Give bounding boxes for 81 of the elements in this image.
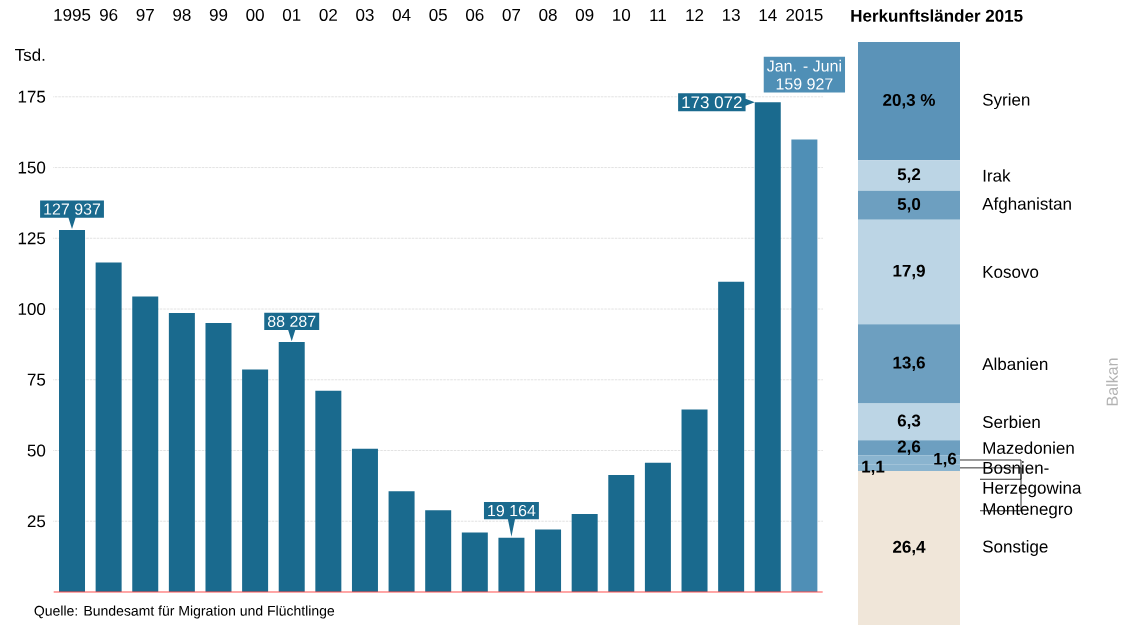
series-label: Afghanistan bbox=[982, 197, 1071, 214]
x-tick-label: 08 bbox=[539, 8, 557, 21]
series-label: Kosovo bbox=[983, 266, 1039, 278]
bar bbox=[644, 462, 671, 592]
series-label: Mazedonien bbox=[983, 441, 1074, 454]
data-label: 2,6 bbox=[897, 440, 921, 456]
bar bbox=[791, 139, 818, 592]
annotation: 88 287 bbox=[267, 315, 316, 327]
annotation: 19 164 bbox=[488, 504, 536, 517]
bar bbox=[535, 529, 562, 592]
bar bbox=[132, 296, 159, 592]
data-label: 13,6 bbox=[893, 356, 925, 372]
x-tick-label: 12 bbox=[686, 9, 704, 21]
x-tick-label: 09 bbox=[575, 8, 594, 21]
y-tick-label: 25 bbox=[27, 515, 46, 528]
bar bbox=[425, 510, 452, 592]
text: Jan. - Juni bbox=[766, 59, 841, 72]
bar bbox=[571, 513, 598, 592]
text: Montenegro bbox=[983, 503, 1073, 519]
x-tick-label: 00 bbox=[246, 8, 264, 21]
y-tick-label: 150 bbox=[18, 161, 46, 174]
x-tick-label: 11 bbox=[650, 9, 666, 21]
x-tick-label: 04 bbox=[392, 8, 411, 21]
chart-title: Herkunftsländer 2015 bbox=[851, 9, 1023, 22]
data-label: 5,0 bbox=[897, 197, 921, 213]
source-note: Quelle: Bundesamt für Migration und Flüchtlinge bbox=[34, 605, 335, 619]
x-tick-label: 96 bbox=[99, 8, 118, 21]
bar bbox=[858, 219, 960, 325]
x-tick-label: 06 bbox=[466, 8, 484, 21]
bar bbox=[718, 281, 745, 592]
y-tick-label: 75 bbox=[27, 373, 46, 386]
x-tick-label: 99 bbox=[209, 8, 228, 21]
bar bbox=[315, 390, 342, 592]
bar bbox=[95, 262, 122, 592]
y-tick-label: 175 bbox=[18, 90, 46, 103]
x-tick-label: 02 bbox=[319, 8, 337, 21]
y-tick-label: 125 bbox=[18, 232, 46, 245]
annotation: 173 072 bbox=[682, 96, 742, 109]
bar bbox=[242, 369, 269, 592]
data-label: 1,1 bbox=[862, 460, 885, 476]
y-tick-label: 100 bbox=[18, 303, 46, 316]
x-tick-label: 10 bbox=[613, 8, 631, 21]
bar bbox=[858, 403, 960, 441]
data-label: 26,4 bbox=[893, 540, 926, 556]
x-tick-label: 98 bbox=[173, 8, 191, 21]
bar bbox=[168, 312, 195, 592]
x-tick-label: 97 bbox=[136, 8, 154, 21]
text: Balkan bbox=[1106, 358, 1118, 406]
series-label: Bosnien-Herzegowina bbox=[983, 461, 1082, 498]
bar bbox=[205, 322, 232, 592]
y-tick-label: 50 bbox=[27, 444, 46, 457]
bar bbox=[858, 324, 960, 404]
series-label: Serbien bbox=[982, 415, 1040, 429]
x-tick-label: 2015 bbox=[786, 8, 823, 21]
bar bbox=[858, 160, 960, 191]
x-tick-label: 13 bbox=[722, 8, 740, 21]
x-tick-label: 01 bbox=[282, 8, 301, 21]
data-label: 20,3 % bbox=[883, 93, 935, 109]
bar bbox=[351, 448, 378, 592]
series-label: Syrien bbox=[982, 93, 1030, 110]
annotation: 127 937 bbox=[44, 203, 101, 215]
data-label: 6,3 bbox=[897, 414, 921, 430]
bar bbox=[388, 491, 415, 592]
data-label: 1,6 bbox=[934, 452, 957, 468]
x-tick-label: 14 bbox=[759, 9, 777, 21]
x-tick-label: 07 bbox=[502, 8, 521, 21]
bar bbox=[608, 475, 635, 592]
x-tick-label: 05 bbox=[429, 8, 447, 21]
bar bbox=[461, 532, 488, 592]
series-label: Sonstige bbox=[982, 540, 1048, 556]
x-tick-label: 1995 bbox=[54, 8, 91, 21]
series-label: Irak bbox=[983, 169, 1011, 182]
data-label: 5,2 bbox=[897, 168, 921, 183]
bar bbox=[858, 190, 960, 220]
y-axis-title: Tsd. bbox=[15, 48, 45, 61]
bar bbox=[681, 409, 708, 592]
x-tick-label: 03 bbox=[356, 8, 374, 21]
series-label: Albanien bbox=[982, 357, 1048, 371]
bar bbox=[858, 42, 960, 161]
data-label: 17,9 bbox=[893, 264, 925, 280]
text: 159 927 bbox=[776, 78, 833, 90]
